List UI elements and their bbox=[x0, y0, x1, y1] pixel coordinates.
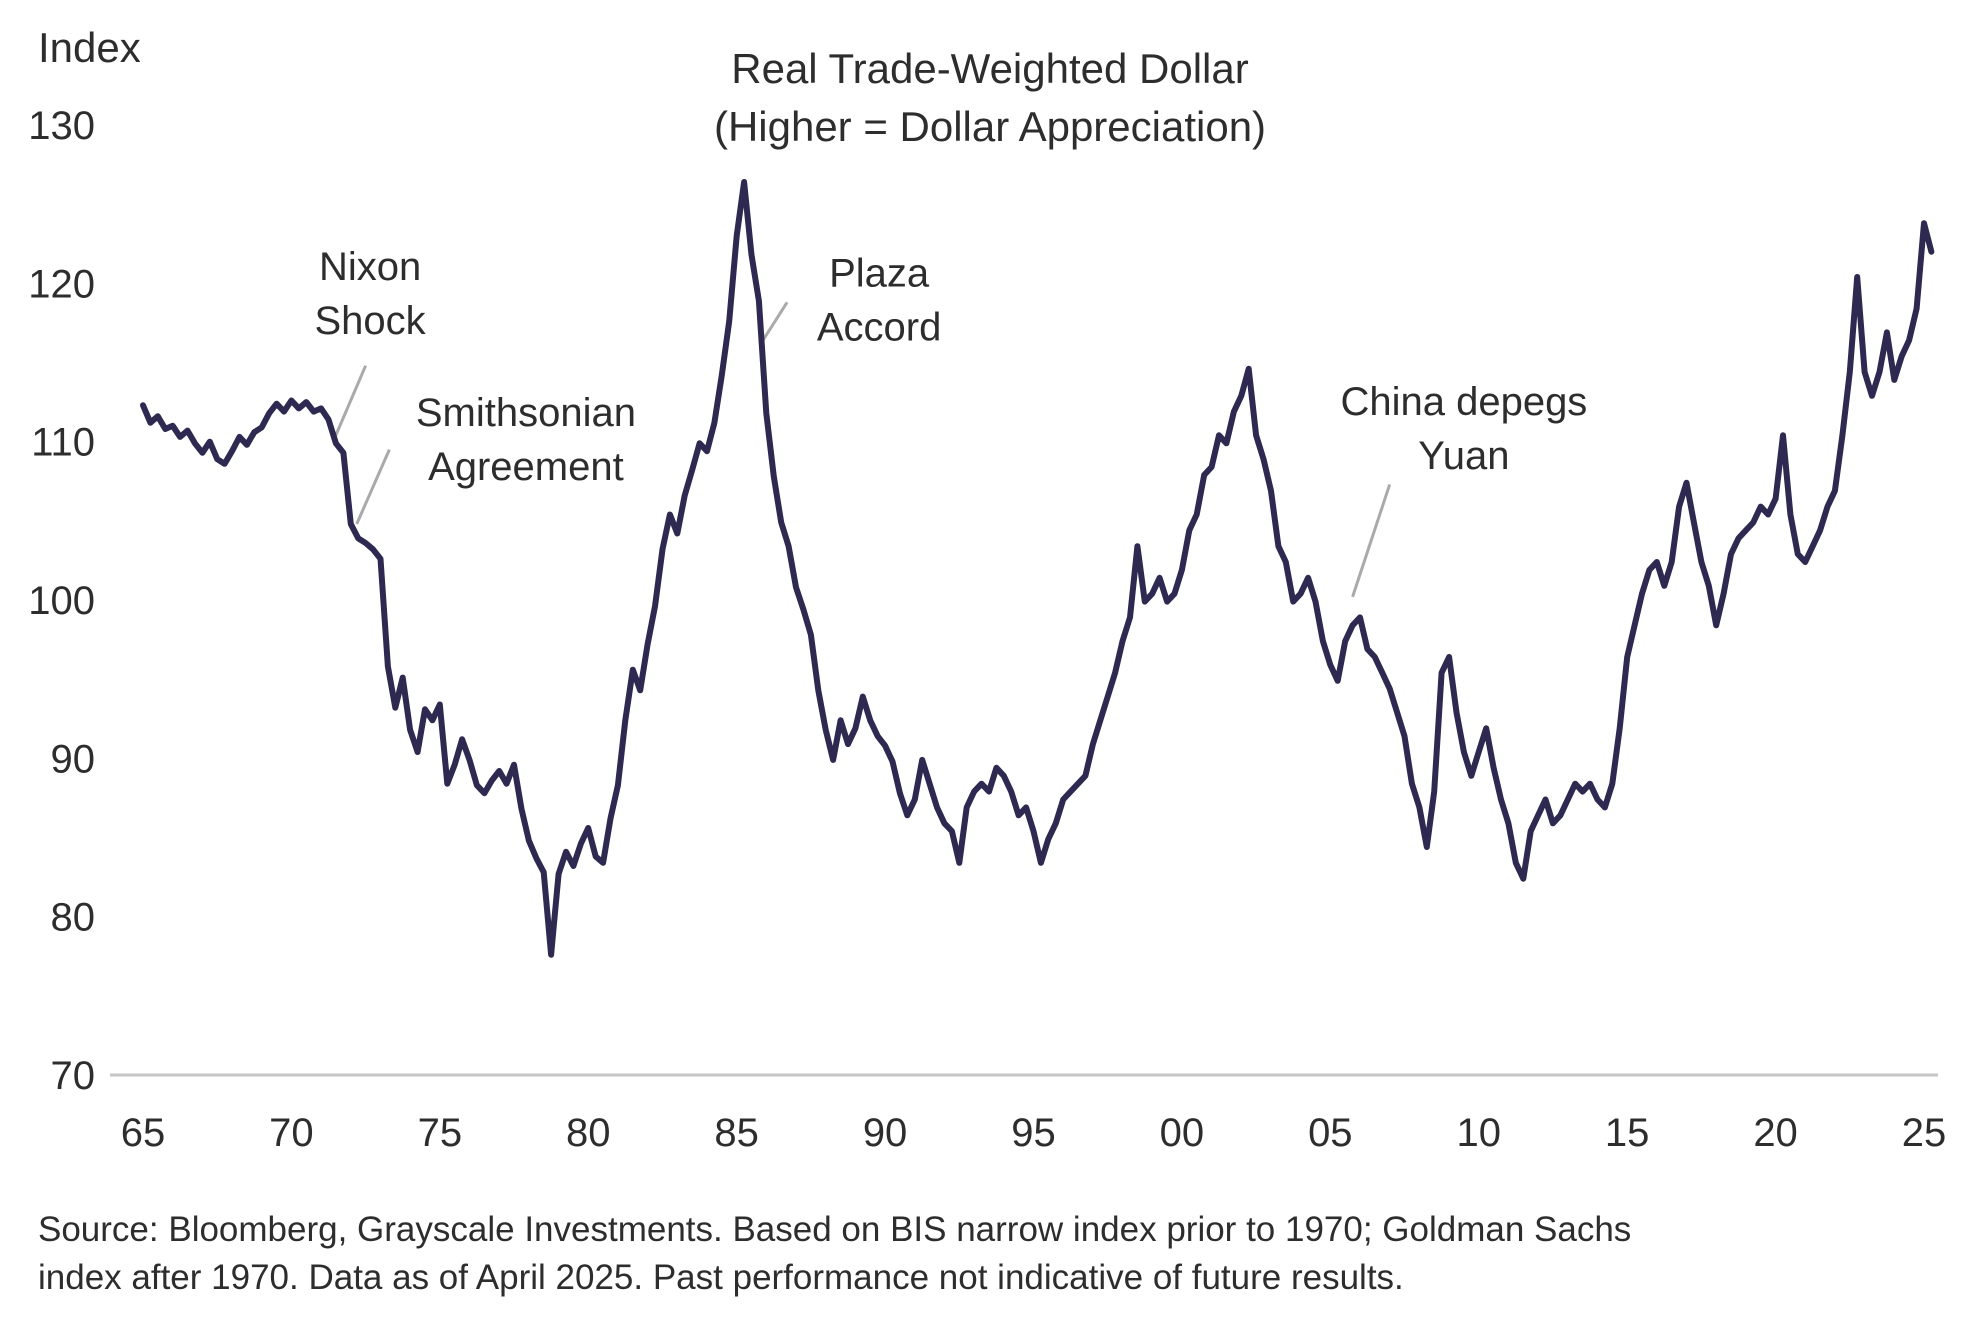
x-tick-label: 00 bbox=[1160, 1111, 1205, 1155]
x-tick-label: 90 bbox=[863, 1111, 908, 1155]
y-tick-label: 100 bbox=[28, 579, 95, 623]
y-axis-title: Index bbox=[38, 24, 141, 71]
x-tick-label: 15 bbox=[1605, 1111, 1650, 1155]
plaza-accord-label: Accord bbox=[817, 306, 942, 350]
source-note: Source: Bloomberg, Grayscale Investments… bbox=[38, 1206, 1631, 1302]
y-tick-label: 130 bbox=[28, 104, 95, 148]
y-tick-label: 120 bbox=[28, 262, 95, 306]
x-tick-label: 85 bbox=[714, 1111, 759, 1155]
x-tick-label: 70 bbox=[269, 1111, 314, 1155]
x-tick-label: 75 bbox=[418, 1111, 463, 1155]
x-tick-label: 65 bbox=[121, 1111, 166, 1155]
source-line-2: index after 1970. Data as of April 2025.… bbox=[38, 1258, 1404, 1297]
china-depegs-yuan-label: China depegs bbox=[1340, 380, 1587, 424]
x-tick-label: 10 bbox=[1456, 1111, 1501, 1155]
chart-title: Real Trade-Weighted Dollar bbox=[731, 45, 1249, 92]
plaza-accord-label: Plaza bbox=[829, 252, 930, 296]
china-depegs-yuan-label: Yuan bbox=[1418, 434, 1509, 478]
x-tick-label: 20 bbox=[1753, 1111, 1798, 1155]
x-tick-label: 95 bbox=[1011, 1111, 1056, 1155]
x-tick-label: 80 bbox=[566, 1111, 611, 1155]
nixon-shock-label: Shock bbox=[314, 299, 426, 343]
dollar-index-line bbox=[140, 179, 1935, 958]
chart-subtitle: (Higher = Dollar Appreciation) bbox=[713, 103, 1267, 150]
smithsonian-agreement-label: Agreement bbox=[428, 445, 624, 489]
nixon-shock-label: Nixon bbox=[319, 245, 421, 289]
source-line-1: Source: Bloomberg, Grayscale Investments… bbox=[38, 1210, 1632, 1249]
chart-title-block: Real Trade-Weighted Dollar (Higher = Dol… bbox=[0, 40, 1980, 156]
y-tick-label: 80 bbox=[51, 896, 96, 940]
x-tick-label: 05 bbox=[1308, 1111, 1353, 1155]
y-tick-label: 110 bbox=[31, 421, 95, 465]
smithsonian-agreement-label: Smithsonian bbox=[416, 391, 636, 435]
y-tick-label: 70 bbox=[51, 1054, 96, 1098]
y-tick-label: 90 bbox=[51, 737, 96, 781]
china-depegs-yuan-leader-line bbox=[1351, 483, 1392, 598]
smithsonian-agreement-leader-line bbox=[355, 448, 391, 525]
nixon-shock-leader-line bbox=[333, 365, 368, 440]
x-tick-label: 25 bbox=[1902, 1111, 1947, 1155]
plaza-accord-leader-line bbox=[760, 301, 789, 343]
